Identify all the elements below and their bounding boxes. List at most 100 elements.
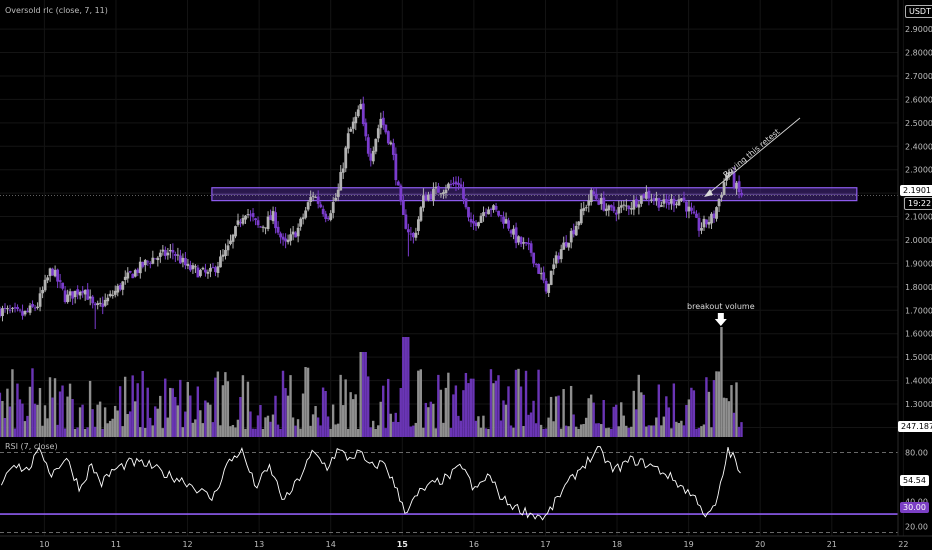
volume-bar — [219, 425, 222, 437]
volume-bar — [68, 383, 72, 437]
indicator-title[interactable]: Oversold rlc (close, 7, 11) — [5, 6, 108, 15]
volume-bar — [569, 385, 573, 437]
volume-bar — [144, 428, 147, 437]
candle-body — [271, 211, 275, 222]
candle-body — [163, 250, 167, 257]
candle-body — [614, 212, 618, 215]
candle-body — [56, 269, 60, 282]
time-tick-label: 16 — [469, 540, 479, 549]
candle-body — [131, 273, 135, 279]
volume-bar — [179, 379, 182, 437]
volume-bar — [612, 406, 615, 437]
candle-body — [161, 249, 165, 252]
volume-bar — [38, 388, 42, 437]
volume-bar — [409, 426, 412, 437]
volume-bar — [397, 422, 400, 437]
candle-body — [286, 239, 290, 243]
candle-body — [655, 198, 658, 201]
volume-bar — [599, 424, 603, 437]
volume-bar — [682, 425, 686, 437]
candle-body — [156, 257, 160, 261]
volume-bar — [359, 352, 362, 437]
candle-body — [8, 309, 12, 311]
volume-bar — [294, 425, 297, 437]
candle-body — [13, 307, 17, 309]
volume-bar — [314, 406, 317, 437]
candle-body — [502, 216, 505, 224]
volume-bar — [605, 428, 608, 437]
volume-bar — [304, 367, 307, 437]
volume-bar — [311, 414, 315, 437]
volume-bar — [279, 428, 282, 437]
volume-bar — [16, 383, 19, 437]
candle-body — [341, 168, 345, 173]
volume-bar — [126, 414, 129, 437]
candle-body — [639, 195, 643, 204]
candle-body — [567, 242, 571, 248]
candle-body — [251, 213, 255, 218]
volume-bar — [680, 420, 683, 437]
candle-body — [497, 210, 500, 216]
candle-body — [604, 208, 608, 212]
volume-bar — [625, 425, 628, 437]
volume-bar — [23, 421, 27, 437]
volume-bar — [204, 400, 207, 437]
volume-bar — [101, 428, 104, 437]
volume-bar — [196, 386, 200, 437]
volume-bar — [552, 421, 555, 437]
volume-bar — [437, 374, 440, 437]
volume-bar — [472, 378, 475, 437]
candle-body — [279, 233, 283, 238]
volume-bar — [384, 428, 387, 437]
currency-button[interactable]: USDT — [905, 5, 932, 18]
candle-body — [178, 255, 182, 264]
volume-bar — [149, 417, 152, 437]
resistance-zone-layer — [0, 187, 898, 202]
volume-bar — [467, 383, 470, 437]
volume-bar — [284, 388, 287, 437]
volume-bar — [93, 426, 97, 437]
candle-body — [449, 183, 453, 185]
rsi-title[interactable]: RSI (7, close) — [5, 442, 58, 451]
candle-body — [437, 186, 440, 193]
volume-bar — [630, 426, 633, 437]
volume-bar — [484, 428, 488, 437]
volume-bar — [432, 403, 435, 437]
candle-body — [101, 303, 105, 308]
time-tick-label: 10 — [39, 540, 49, 549]
volume-bar — [615, 404, 618, 437]
volume-bar — [622, 415, 625, 437]
volume-bar — [524, 370, 528, 437]
volume-bar — [224, 372, 227, 437]
candle-body — [296, 227, 300, 237]
candle-body — [627, 205, 631, 210]
candle-body — [419, 207, 423, 221]
volume-bar — [299, 428, 302, 437]
volume-bar — [209, 404, 212, 437]
candle-body — [61, 282, 65, 289]
candle-body — [642, 193, 646, 198]
candle-body — [266, 216, 270, 229]
candle-body — [730, 171, 733, 173]
volume-bar — [264, 417, 267, 437]
volume-bar — [81, 404, 84, 437]
volume-bar — [364, 352, 367, 437]
volume-bar — [58, 391, 62, 437]
volume-bar — [712, 380, 716, 437]
volume-bar — [221, 385, 225, 437]
candle-body — [740, 192, 743, 196]
candle-body — [301, 217, 305, 220]
candle-body — [294, 232, 298, 238]
volume-bar — [164, 378, 167, 437]
volume-bar — [559, 428, 563, 437]
candle-body — [700, 227, 703, 231]
volume-bar — [582, 423, 585, 437]
candle-body — [226, 245, 230, 251]
volume-bar — [171, 388, 174, 437]
candle-body — [737, 181, 741, 193]
price-tick-label: 2.1000 — [905, 213, 932, 222]
volume-bar — [113, 405, 117, 437]
volume-bar — [407, 337, 410, 437]
volume-bar — [336, 423, 340, 437]
